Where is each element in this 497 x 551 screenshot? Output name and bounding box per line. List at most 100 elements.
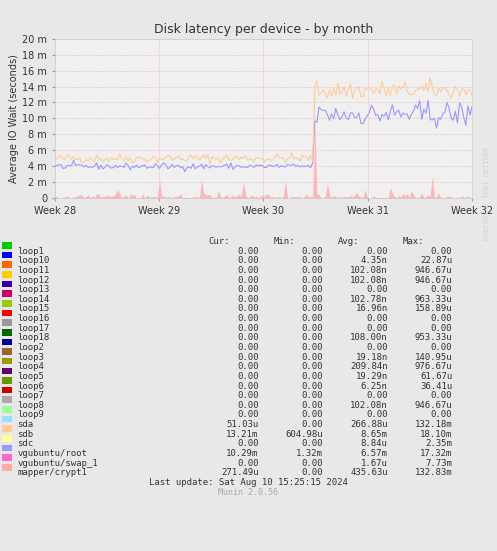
- Text: 946.67u: 946.67u: [414, 401, 452, 410]
- Text: 0.00: 0.00: [237, 333, 258, 342]
- Text: 0.00: 0.00: [237, 247, 258, 256]
- Text: 0.00: 0.00: [302, 285, 323, 294]
- Text: 0.00: 0.00: [366, 324, 388, 333]
- Text: 16.96n: 16.96n: [355, 305, 388, 314]
- Text: 0.00: 0.00: [302, 420, 323, 429]
- Text: 0.00: 0.00: [302, 266, 323, 275]
- Text: 0.00: 0.00: [237, 266, 258, 275]
- Text: 0.00: 0.00: [302, 410, 323, 419]
- Text: 102.78n: 102.78n: [350, 295, 388, 304]
- Text: 102.08n: 102.08n: [350, 401, 388, 410]
- Text: 0.00: 0.00: [366, 247, 388, 256]
- Text: 4.35n: 4.35n: [361, 256, 388, 265]
- Text: 158.89u: 158.89u: [414, 305, 452, 314]
- Text: loop5: loop5: [17, 372, 44, 381]
- Text: 102.08n: 102.08n: [350, 266, 388, 275]
- Text: 0.00: 0.00: [366, 391, 388, 400]
- Text: loop10: loop10: [17, 256, 50, 265]
- Text: 17.32m: 17.32m: [420, 449, 452, 458]
- Text: 36.41u: 36.41u: [420, 382, 452, 391]
- Text: 0.00: 0.00: [237, 295, 258, 304]
- Text: 0.00: 0.00: [431, 410, 452, 419]
- Text: 0.00: 0.00: [431, 247, 452, 256]
- Text: vgubuntu/root: vgubuntu/root: [17, 449, 87, 458]
- Text: 946.67u: 946.67u: [414, 266, 452, 275]
- Text: 271.49u: 271.49u: [221, 468, 258, 477]
- Text: 0.00: 0.00: [302, 401, 323, 410]
- Text: 0.00: 0.00: [237, 256, 258, 265]
- Text: 0.00: 0.00: [237, 343, 258, 352]
- Text: loop7: loop7: [17, 391, 44, 400]
- Text: sda: sda: [17, 420, 33, 429]
- Text: 102.08n: 102.08n: [350, 276, 388, 284]
- Text: 0.00: 0.00: [237, 372, 258, 381]
- Text: 0.00: 0.00: [237, 458, 258, 468]
- Text: 19.18n: 19.18n: [355, 353, 388, 361]
- Text: 108.00n: 108.00n: [350, 333, 388, 342]
- Text: 0.00: 0.00: [237, 410, 258, 419]
- Text: 435.63u: 435.63u: [350, 468, 388, 477]
- Text: 0.00: 0.00: [237, 440, 258, 449]
- Text: loop14: loop14: [17, 295, 50, 304]
- Text: 0.00: 0.00: [431, 343, 452, 352]
- Text: 0.00: 0.00: [302, 305, 323, 314]
- Y-axis label: Average IO Wait (seconds): Average IO Wait (seconds): [9, 54, 19, 183]
- Text: loop17: loop17: [17, 324, 50, 333]
- Text: 8.65m: 8.65m: [361, 430, 388, 439]
- Text: loop11: loop11: [17, 266, 50, 275]
- Text: loop16: loop16: [17, 314, 50, 323]
- Text: loop4: loop4: [17, 363, 44, 371]
- Text: 0.00: 0.00: [302, 353, 323, 361]
- Text: 0.00: 0.00: [302, 468, 323, 477]
- Text: 266.88u: 266.88u: [350, 420, 388, 429]
- Text: 0.00: 0.00: [237, 363, 258, 371]
- Text: 0.00: 0.00: [302, 247, 323, 256]
- Text: 0.00: 0.00: [366, 343, 388, 352]
- Text: 0.00: 0.00: [302, 372, 323, 381]
- Text: 140.95u: 140.95u: [414, 353, 452, 361]
- Text: 604.98u: 604.98u: [285, 430, 323, 439]
- Text: 0.00: 0.00: [302, 382, 323, 391]
- Text: 953.33u: 953.33u: [414, 333, 452, 342]
- Text: 1.67u: 1.67u: [361, 458, 388, 468]
- Text: 13.21m: 13.21m: [226, 430, 258, 439]
- Text: Avg:: Avg:: [338, 237, 359, 246]
- Text: 0.00: 0.00: [302, 295, 323, 304]
- Text: 0.00: 0.00: [302, 343, 323, 352]
- Text: loop9: loop9: [17, 410, 44, 419]
- Text: loop15: loop15: [17, 305, 50, 314]
- Text: 19.29n: 19.29n: [355, 372, 388, 381]
- Text: 0.00: 0.00: [237, 382, 258, 391]
- Text: 0.00: 0.00: [302, 363, 323, 371]
- Text: 976.67u: 976.67u: [414, 363, 452, 371]
- Text: 0.00: 0.00: [237, 401, 258, 410]
- Text: 51.03u: 51.03u: [226, 420, 258, 429]
- Text: 963.33u: 963.33u: [414, 295, 452, 304]
- Text: loop18: loop18: [17, 333, 50, 342]
- Text: 0.00: 0.00: [237, 305, 258, 314]
- Text: 946.67u: 946.67u: [414, 276, 452, 284]
- Text: 0.00: 0.00: [237, 353, 258, 361]
- Text: sdb: sdb: [17, 430, 33, 439]
- Text: loop13: loop13: [17, 285, 50, 294]
- Text: 10.29m: 10.29m: [226, 449, 258, 458]
- Text: 0.00: 0.00: [366, 285, 388, 294]
- Text: loop1: loop1: [17, 247, 44, 256]
- Text: 22.87u: 22.87u: [420, 256, 452, 265]
- Text: loop8: loop8: [17, 401, 44, 410]
- Text: 6.25n: 6.25n: [361, 382, 388, 391]
- Text: loop2: loop2: [17, 343, 44, 352]
- Text: Last update: Sat Aug 10 15:25:15 2024: Last update: Sat Aug 10 15:25:15 2024: [149, 478, 348, 487]
- Text: vgubuntu/swap_1: vgubuntu/swap_1: [17, 458, 98, 468]
- Text: 0.00: 0.00: [302, 440, 323, 449]
- Title: Disk latency per device - by month: Disk latency per device - by month: [154, 23, 373, 36]
- Text: 0.00: 0.00: [237, 391, 258, 400]
- Text: mapper/crypt1: mapper/crypt1: [17, 468, 87, 477]
- Text: 0.00: 0.00: [302, 333, 323, 342]
- Text: 0.00: 0.00: [302, 324, 323, 333]
- Text: 8.84u: 8.84u: [361, 440, 388, 449]
- Text: 132.18m: 132.18m: [414, 420, 452, 429]
- Text: loop12: loop12: [17, 276, 50, 284]
- Text: 0.00: 0.00: [237, 324, 258, 333]
- Text: Min:: Min:: [273, 237, 295, 246]
